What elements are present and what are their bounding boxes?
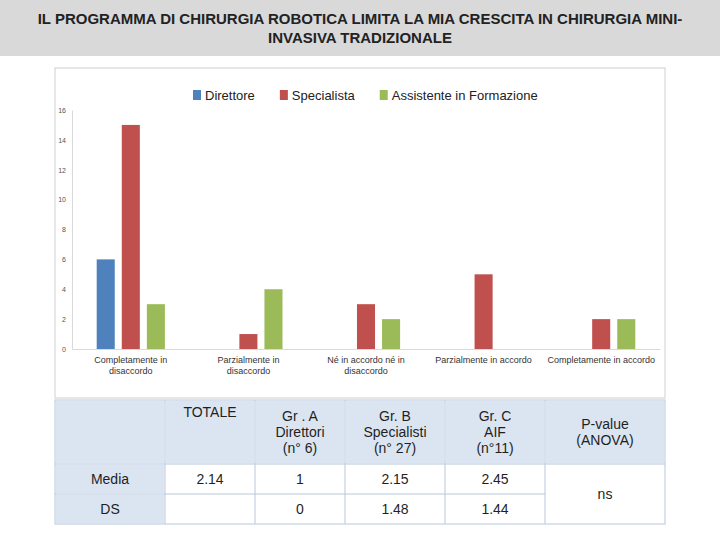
- y-tick-label: 6: [62, 256, 66, 263]
- legend-swatch: [280, 90, 288, 100]
- title: IL PROGRAMMA DI CHIRURGIA ROBOTICA LIMIT…: [38, 10, 683, 46]
- y-tick: 6: [62, 256, 72, 263]
- table-rule: [55, 463, 665, 465]
- x-tick: Completamente indisaccordo: [94, 349, 167, 376]
- table-header: TOTALE: [183, 404, 236, 420]
- table-rule: [344, 400, 346, 524]
- bar: [147, 304, 165, 349]
- table-cell: 0: [296, 501, 304, 517]
- x-tick-label: Completamente in accordo: [547, 355, 655, 365]
- legend-item: Assistente in Formazione: [380, 88, 538, 103]
- title-band: [0, 0, 720, 56]
- x-tick-label: Parzialmente indisaccordo: [217, 355, 279, 375]
- table-row-label: Media: [91, 471, 129, 487]
- legend-swatch: [193, 90, 201, 100]
- y-tick: 16: [58, 107, 72, 114]
- bar: [357, 304, 375, 349]
- table-header: Gr . ADirettori(n° 6): [275, 408, 324, 456]
- table-cell: 1.44: [481, 501, 508, 517]
- bar: [567, 349, 585, 350]
- bar: [617, 319, 635, 349]
- y-tick: 10: [58, 196, 72, 203]
- x-tick-label: Parzialmente in accordo: [435, 355, 532, 365]
- x-tick: Parzialmente in accordo: [435, 349, 532, 365]
- table-cell: 2.14: [196, 471, 223, 487]
- legend-label: Specialista: [292, 88, 356, 103]
- y-tick-label: 0: [62, 346, 66, 353]
- y-tick: 14: [58, 137, 72, 144]
- x-tick-label: Completamente indisaccordo: [94, 355, 167, 375]
- y-tick-label: 12: [58, 166, 66, 173]
- bar: [122, 125, 140, 349]
- table-label-bg: [55, 400, 165, 524]
- y-tick: 8: [62, 226, 72, 233]
- table-rule: [55, 464, 665, 465]
- table-p-value: ns: [598, 486, 613, 502]
- table: TOTALE Gr . ADirettori(n° 6) Gr. BSpeciali…: [55, 400, 665, 524]
- y-tick-label: 4: [62, 286, 66, 293]
- legend-item: Direttore: [193, 88, 255, 103]
- x-tick-label: Né in accordo né indisaccordo: [327, 355, 405, 375]
- y-tick: 2: [62, 316, 72, 323]
- table-cell: 1: [296, 471, 304, 487]
- y-tick-label: 14: [58, 137, 66, 144]
- bar: [97, 259, 115, 349]
- table-rule: [544, 400, 546, 524]
- y-axis-line: [72, 111, 73, 350]
- table-rule: [254, 400, 256, 524]
- table-row-label: DS: [100, 501, 119, 517]
- x-axis: Completamente indisaccordo Parzialmente i…: [73, 349, 661, 376]
- bar: [332, 349, 350, 350]
- x-axis-line: [73, 349, 661, 350]
- table-rule: [165, 400, 166, 524]
- table-rule: [444, 400, 446, 524]
- bar: [475, 274, 493, 349]
- x-tick: Completamente in accordo: [547, 349, 655, 365]
- y-tick: 4: [62, 286, 72, 293]
- y-tick: 0: [62, 346, 72, 353]
- legend-swatch: [380, 90, 388, 100]
- y-tick-label: 2: [62, 316, 66, 323]
- table-cell: 2.15: [381, 471, 408, 487]
- table-rule: [255, 400, 256, 524]
- y-tick-label: 8: [62, 226, 66, 233]
- table-header: P-value(ANOVA): [576, 416, 633, 448]
- table-cell: 1.48: [381, 501, 408, 517]
- bar: [500, 349, 518, 350]
- table-rule: [164, 400, 166, 524]
- legend-label: Assistente in Formazione: [392, 88, 538, 103]
- bar: [382, 319, 400, 349]
- table-header: Gr. CAIF(n°11): [476, 408, 513, 456]
- legend: Direttore Specialista Assistente in Formaz…: [193, 88, 538, 103]
- bar: [214, 349, 232, 350]
- legend-label: Direttore: [205, 88, 255, 103]
- table-cell: 2.45: [481, 471, 508, 487]
- y-axis: 0 2 4 6 8 10 12 14 16: [58, 107, 72, 353]
- canvas: IL PROGRAMMA DI CHIRURGIA ROBOTICA LIMIT…: [0, 0, 720, 540]
- y-tick-label: 10: [58, 196, 66, 203]
- x-tick: Parzialmente indisaccordo: [217, 349, 279, 376]
- bar: [592, 319, 610, 349]
- table-rule: [345, 400, 346, 524]
- table-rule: [545, 400, 546, 524]
- table-border: [55, 400, 665, 524]
- bar: [239, 334, 257, 349]
- bar: [449, 349, 467, 350]
- bar: [264, 289, 282, 349]
- chart-frame: [55, 68, 665, 398]
- table-rule: [445, 400, 446, 524]
- table-rule: [55, 493, 545, 495]
- legend-item: Specialista: [280, 88, 356, 103]
- y-tick-label: 16: [58, 107, 66, 114]
- x-tick: Né in accordo né indisaccordo: [327, 349, 405, 376]
- table-rule: [55, 494, 545, 495]
- bars: [97, 125, 636, 349]
- y-tick: 12: [58, 166, 72, 173]
- table-header: Gr. BSpecialisti(n° 27): [363, 408, 426, 456]
